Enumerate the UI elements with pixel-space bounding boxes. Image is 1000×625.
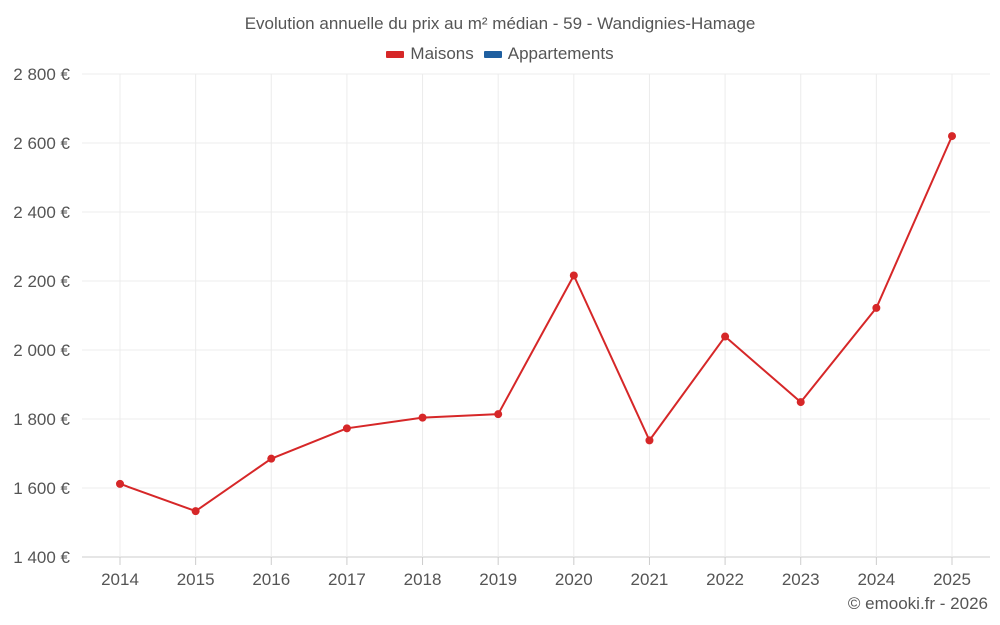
- data-point[interactable]: [872, 303, 881, 312]
- chart-title: Evolution annuelle du prix au m² médian …: [244, 14, 756, 33]
- x-tick-label: 2018: [404, 570, 442, 589]
- x-tick-label: 2021: [631, 570, 669, 589]
- chart-series: [116, 132, 956, 516]
- legend-item-maisons[interactable]: Maisons: [386, 44, 474, 64]
- x-tick-label: 2016: [252, 570, 290, 589]
- legend-label-maisons: Maisons: [410, 44, 474, 63]
- x-tick-label: 2025: [933, 570, 971, 589]
- data-point[interactable]: [267, 454, 276, 463]
- data-point[interactable]: [116, 479, 124, 488]
- data-point[interactable]: [645, 436, 654, 445]
- x-tick-label: 2020: [555, 570, 593, 589]
- legend-swatch-appartements: [483, 50, 502, 58]
- data-point[interactable]: [418, 413, 427, 422]
- legend-item-appartements[interactable]: Appartements: [483, 44, 614, 64]
- y-tick-label: 2 600 €: [13, 134, 70, 153]
- x-tick-label: 2015: [177, 570, 215, 589]
- x-tick-label: 2019: [479, 570, 517, 589]
- data-point[interactable]: [569, 271, 578, 280]
- legend-swatch-maisons: [386, 50, 405, 58]
- x-tick-label: 2022: [706, 570, 744, 589]
- data-point[interactable]: [494, 410, 503, 419]
- chart-grid: [82, 73, 990, 558]
- y-tick-label: 1 600 €: [13, 479, 70, 498]
- x-tick-label: 2014: [101, 570, 139, 589]
- data-point[interactable]: [948, 132, 956, 141]
- data-point[interactable]: [191, 507, 200, 516]
- legend-label-appartements: Appartements: [507, 44, 614, 63]
- series-line-maisons: [119, 135, 953, 513]
- y-tick-label: 2 200 €: [13, 272, 70, 291]
- credit-text: © emooki.fr - 2026: [847, 594, 988, 613]
- chart-axes: 1 400 € 1 600 € 1 800 € 2 000 € 2 200 € 2 400…: [13, 65, 971, 589]
- y-tick-label: 1 800 €: [13, 410, 70, 429]
- data-point[interactable]: [721, 332, 730, 341]
- data-point[interactable]: [342, 424, 351, 433]
- y-tick-label: 2 800 €: [13, 65, 70, 84]
- x-tick-label: 2023: [782, 570, 820, 589]
- y-tick-label: 2 400 €: [13, 203, 70, 222]
- chart-legend: Maisons Appartements: [0, 44, 1000, 64]
- data-point[interactable]: [796, 398, 805, 407]
- y-tick-label: 1 400 €: [13, 548, 70, 567]
- x-tick-label: 2024: [857, 570, 895, 589]
- x-tick-label: 2017: [328, 570, 366, 589]
- y-tick-label: 2 000 €: [13, 341, 70, 360]
